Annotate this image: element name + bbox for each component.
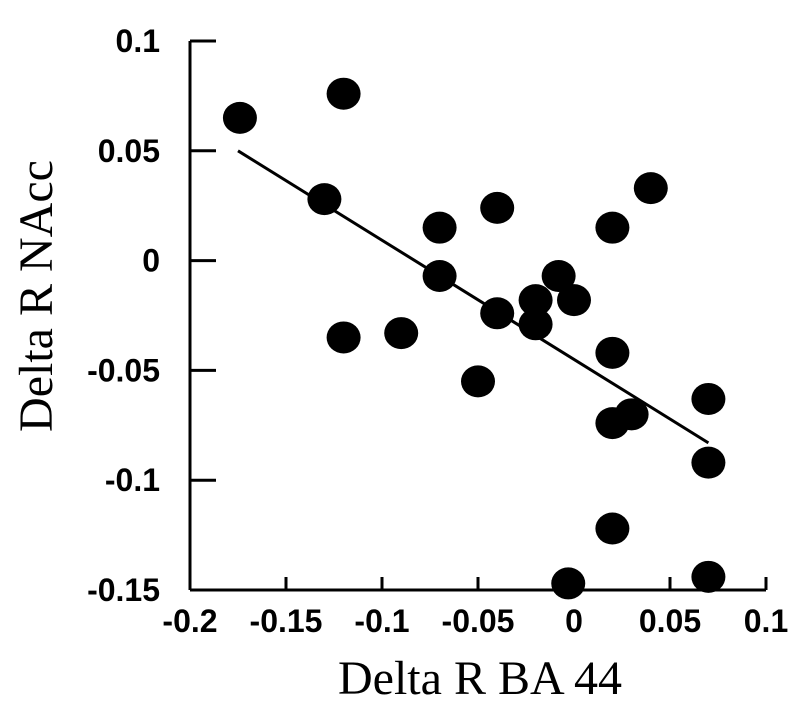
data-point (595, 512, 630, 545)
data-point (307, 183, 342, 216)
x-tick-label: -0.05 (442, 603, 515, 639)
data-point (691, 382, 726, 415)
data-point (222, 101, 257, 134)
x-axis-title: Delta R BA 44 (338, 652, 622, 704)
x-tick-label: -0.15 (250, 603, 323, 639)
x-tick-labels: -0.2 -0.15 -0.1 -0.05 0 0.05 0.1 (162, 603, 788, 639)
x-tick-label: -0.2 (162, 603, 217, 639)
data-point (551, 567, 586, 600)
y-tick-label: 0.05 (98, 133, 160, 169)
data-point (518, 308, 553, 341)
data-points (222, 77, 726, 600)
y-tick-label: 0.1 (116, 23, 160, 59)
x-tick-label: 0 (565, 603, 583, 639)
data-point (614, 398, 649, 431)
data-point (326, 321, 361, 354)
data-point (518, 284, 553, 317)
data-point (422, 211, 457, 244)
data-point (422, 259, 457, 292)
y-axis-title: Delta R NAcc (10, 160, 63, 432)
y-tick-label: -0.15 (87, 572, 160, 608)
y-tick-label: -0.05 (87, 352, 160, 388)
data-point (557, 284, 591, 317)
x-tick-label: -0.1 (354, 603, 409, 639)
data-point (595, 336, 630, 369)
data-point (633, 172, 668, 205)
data-point (480, 297, 515, 330)
data-point (480, 191, 515, 224)
data-point (326, 77, 361, 110)
data-point (691, 560, 726, 593)
y-tick-labels: 0.1 0.05 0 -0.05 -0.1 -0.15 (87, 23, 160, 608)
axis-ticks (188, 39, 768, 592)
x-tick-label: 0.1 (744, 603, 788, 639)
y-tick-label: -0.1 (105, 462, 160, 498)
data-point (461, 365, 495, 398)
data-point (384, 317, 419, 350)
x-tick-label: 0.05 (639, 603, 701, 639)
data-point (595, 211, 630, 244)
data-point (691, 446, 726, 479)
data-point (541, 259, 576, 292)
y-tick-label: 0 (142, 243, 160, 279)
